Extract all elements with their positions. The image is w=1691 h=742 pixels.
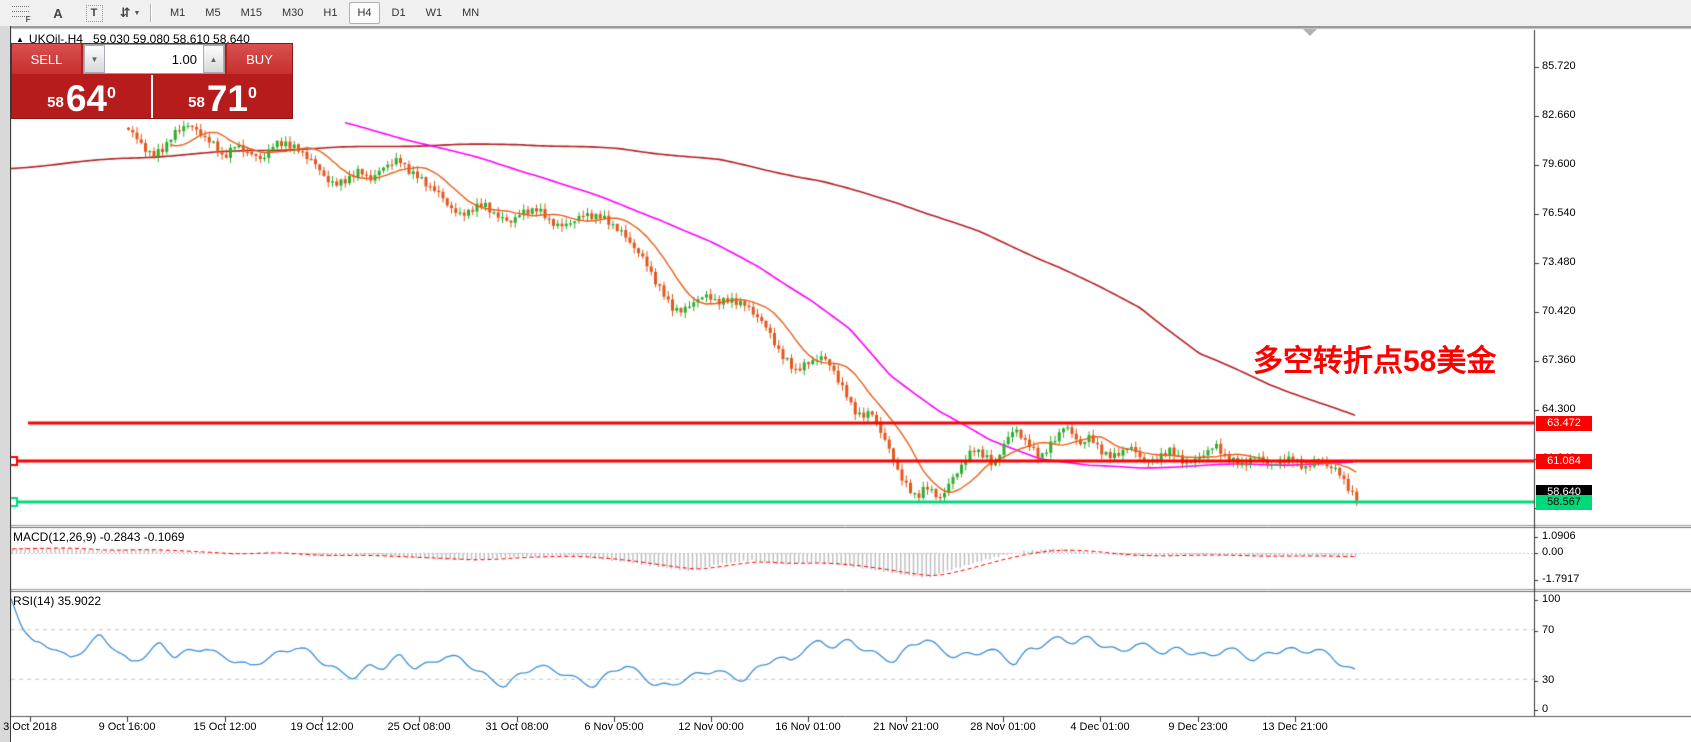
text-label-button[interactable]: T: [82, 3, 106, 23]
sell-button[interactable]: SELL: [12, 44, 81, 74]
price-line-tag: 58.567: [1536, 494, 1592, 510]
x-axis-label: 15 Oct 12:00: [193, 721, 257, 733]
fibonacci-tool-button[interactable]: F: [8, 3, 32, 24]
price-divider: [151, 75, 153, 118]
x-axis-label: 3 Oct 2018: [3, 721, 57, 733]
volume-up-button[interactable]: ▲: [203, 45, 224, 73]
y-axis-label: 70.420: [1542, 305, 1576, 317]
price-line-tag: 61.084: [1536, 454, 1592, 470]
x-axis-label: 16 Nov 01:00: [775, 721, 841, 733]
x-axis-label: 9 Oct 16:00: [98, 721, 156, 733]
x-axis-label: 31 Oct 08:00: [485, 721, 549, 733]
tf-button-h4[interactable]: H4: [349, 2, 380, 24]
buy-price-sup: 0: [247, 85, 257, 102]
text-icon: A: [53, 5, 63, 21]
macd-header: MACD(12,26,9) -0.2843 -0.1069: [13, 530, 185, 544]
x-axis-label: 13 Dec 21:00: [1262, 721, 1328, 733]
window-left-border: [0, 26, 11, 742]
y-axis-label: 85.720: [1542, 60, 1576, 72]
chart-annotation: 多空转折点58美金: [1253, 345, 1497, 378]
label-icon: T: [85, 4, 103, 22]
chart-title: ▲ UKOil-,H4 59.030 59.080 58.610 58.640: [16, 32, 250, 46]
chevron-down-icon[interactable]: ▼: [133, 9, 141, 17]
macd-axis-label: 1.0906: [1542, 530, 1576, 542]
symbol-label: UKOil-,H4: [28, 32, 83, 46]
toolbar-separator: [150, 4, 152, 22]
sell-price-small: 58: [47, 94, 64, 111]
volume-stepper: ▼ ▲: [83, 44, 225, 74]
y-axis-label: 76.540: [1542, 207, 1576, 219]
arrows-icon: ⇵: [119, 5, 131, 20]
sell-price-sup: 0: [106, 85, 116, 102]
arrow-objects-button[interactable]: ⇵ ▼: [118, 3, 142, 23]
tf-button-m1[interactable]: M1: [170, 7, 186, 19]
y-axis-label: 67.360: [1542, 354, 1576, 366]
y-axis-label: 79.600: [1542, 158, 1576, 170]
sell-price-big: 64: [65, 78, 107, 119]
tf-button-m5[interactable]: M5: [205, 7, 221, 19]
macd-axis-label: 0.00: [1542, 546, 1564, 558]
rsi-axis-label: 0: [1542, 703, 1549, 715]
y-axis-label: 64.300: [1542, 403, 1576, 415]
insert-text-button[interactable]: A: [46, 3, 70, 23]
buy-button[interactable]: BUY: [227, 44, 292, 74]
buy-price-big: 71: [206, 78, 248, 119]
volume-down-button[interactable]: ▼: [84, 45, 105, 73]
tf-button-m15[interactable]: M15: [240, 7, 262, 19]
y-axis-label: 73.480: [1542, 256, 1576, 268]
y-axis-label: 82.660: [1542, 109, 1576, 121]
tf-button-m30[interactable]: M30: [281, 7, 304, 19]
buy-price[interactable]: 58 71 0: [153, 75, 292, 118]
tf-button-w1[interactable]: W1: [425, 7, 443, 19]
tf-button-h1[interactable]: H1: [323, 7, 338, 19]
rsi-header: RSI(14) 35.9022: [13, 594, 102, 608]
x-axis-label: 28 Nov 01:00: [970, 721, 1036, 733]
rsi-axis-label: 100: [1542, 593, 1561, 605]
panel-collapse-icon[interactable]: ▲: [16, 35, 24, 44]
price-line-tag: 63.472: [1536, 416, 1592, 432]
macd-axis-label: -1.7917: [1542, 573, 1580, 585]
tf-button-mn[interactable]: MN: [462, 7, 480, 19]
x-axis-label: 12 Nov 00:00: [678, 721, 744, 733]
chart-shift-marker[interactable]: [1303, 29, 1317, 36]
x-axis-label: 21 Nov 21:00: [873, 721, 939, 733]
buy-price-small: 58: [188, 94, 205, 111]
x-axis-label: 9 Dec 23:00: [1168, 721, 1228, 733]
x-axis-label: 4 Dec 01:00: [1070, 721, 1130, 733]
rsi-axis-label: 30: [1542, 674, 1555, 686]
volume-input[interactable]: [105, 45, 203, 73]
tf-button-d1[interactable]: D1: [391, 7, 406, 19]
x-axis-label: 19 Oct 12:00: [290, 721, 354, 733]
toolbar: F A T ⇵ ▼ M1 M5 M15 M30 H1 H4 D1 W1 MN: [0, 0, 1691, 28]
ohlc-values: 59.030 59.080 58.610 58.640: [92, 32, 250, 46]
rsi-axis-label: 70: [1542, 624, 1555, 636]
x-axis-label: 25 Oct 08:00: [387, 721, 451, 733]
x-axis-label: 6 Nov 05:00: [584, 721, 644, 733]
sell-price[interactable]: 58 64 0: [12, 75, 151, 118]
fibonacci-icon: F: [11, 5, 31, 24]
